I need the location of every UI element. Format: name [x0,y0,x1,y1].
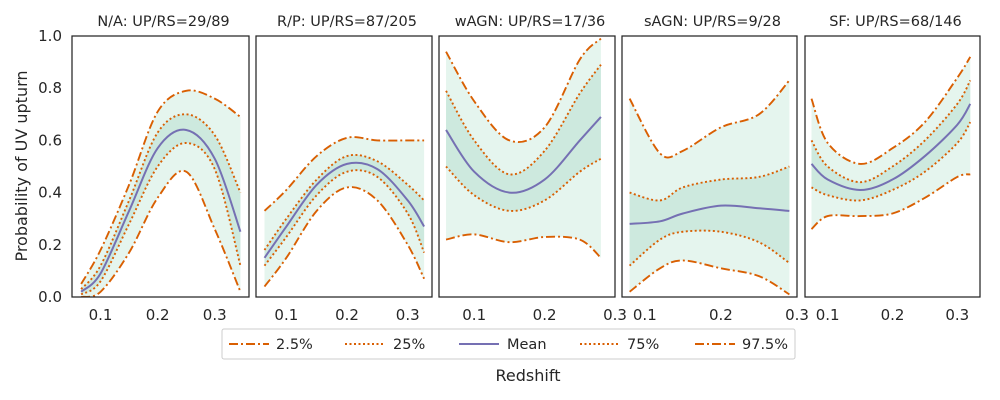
series-line-mean [80,128,242,293]
panel-title: N/A: UP/RS=29/89 [97,14,229,30]
series-line-p975 [445,37,602,144]
panel-3: wAGN: UP/RS=17/36 0.1 0.2 0.3 [438,14,627,324]
panels: N/A: UP/RS=29/890.1 0.2 0.3R/P: UP/RS=87/2… [38,14,981,324]
series-line-p25 [80,142,242,296]
panel-frame [71,35,250,298]
panel-frame [438,35,616,298]
series-line-p25 [445,157,602,212]
band-50 [81,114,241,295]
y-tick-label: 0.0 [38,288,62,306]
x-tick-label: 0.1 [274,306,298,324]
panel-1: N/A: UP/RS=29/89 0.1 0.2 0.3 [71,14,250,324]
panel-title: wAGN: UP/RS=17/36 [455,14,606,30]
y-tick-label: 0.2 [38,236,62,254]
panel-5: SF: UP/RS=68/146 0.1 0.2 0.3 [804,14,981,324]
x-tick-label: 0.1 [816,306,840,324]
x-tick-label: 0.3 [945,306,969,324]
legend: 2.5% 25% Mean 75% 97.5% [221,328,796,360]
panel-frame [255,35,433,298]
series-line-p975 [263,136,425,212]
series-line-p025 [445,233,602,259]
y-tick-label: 0.8 [38,79,62,97]
x-tick-label: 0.3 [785,306,809,324]
series-line-p025 [263,186,425,288]
panel-frame [804,35,981,298]
series-line-p75 [80,113,242,290]
series-line-mean [810,103,972,191]
band-95 [446,38,601,258]
x-tick-label: 0.1 [89,306,113,324]
series-line-mean [263,161,425,259]
series-line-p025 [80,169,242,297]
x-tick-label: 0.1 [633,306,657,324]
band-50 [446,64,601,211]
series-line-mean [445,116,602,194]
series-line-p25 [263,169,425,267]
plot-area [445,37,602,259]
x-axis-label: Redshift [496,366,561,385]
series-line-p25 [628,229,790,267]
panel-title: SF: UP/RS=68/146 [829,14,962,30]
series-line-p75 [629,165,790,202]
legend-entry-p75: 75% [580,337,659,353]
legend-entry-p975: 97.5% [695,337,788,353]
y-tick-label: 0.4 [38,184,62,202]
series-line-p975 [810,56,972,165]
series-line-p25 [811,121,972,202]
legend-entry-p25: 25% [345,337,425,353]
x-tick-label: 0.2 [146,306,170,324]
legend-label: 2.5% [276,337,313,353]
x-tick-label: 0.3 [603,306,627,324]
legend-frame [221,328,796,360]
plot-area [810,56,972,230]
panel-4: sAGN: UP/RS=9/28 0.1 0.2 0.3 [621,14,809,324]
legend-entry-mean: Mean [459,337,547,353]
legend-label: 97.5% [742,337,788,353]
x-tick-label: 0.2 [709,306,733,324]
x-tick-label: 0.1 [462,306,486,324]
panel-2: R/P: UP/RS=87/205 0.1 0.2 0.3 [255,14,433,324]
plot-area [80,89,242,297]
y-tick-label: 1.0 [38,27,62,45]
series-line-p025 [810,173,971,230]
legend-label: Mean [507,337,547,353]
band-50 [629,166,790,266]
panel-title: R/P: UP/RS=87/205 [277,14,417,30]
x-tick-label: 0.2 [335,306,359,324]
plot-area [628,79,791,296]
series-line-mean [629,204,790,225]
plot-area [263,136,425,288]
panel-frame [621,35,798,298]
band-50 [811,80,971,201]
series-line-p75 [445,64,602,176]
y-tick-label: 0.6 [38,131,62,149]
series-line-p75 [263,153,425,251]
legend-label: 25% [393,337,425,353]
panel-title: sAGN: UP/RS=9/28 [644,14,781,30]
series-line-p75 [810,79,972,184]
series-line-p025 [629,259,790,296]
x-tick-label: 0.3 [203,306,227,324]
x-tick-label: 0.2 [881,306,905,324]
series-line-p975 [628,79,791,159]
legend-entry-p025: 2.5% [229,337,313,353]
y-axis-label: Probability of UV upturn [12,70,31,261]
x-tick-label: 0.2 [533,306,557,324]
series-line-p975 [80,89,241,285]
legend-label: 75% [627,337,659,353]
x-tick-label: 0.3 [396,306,420,324]
